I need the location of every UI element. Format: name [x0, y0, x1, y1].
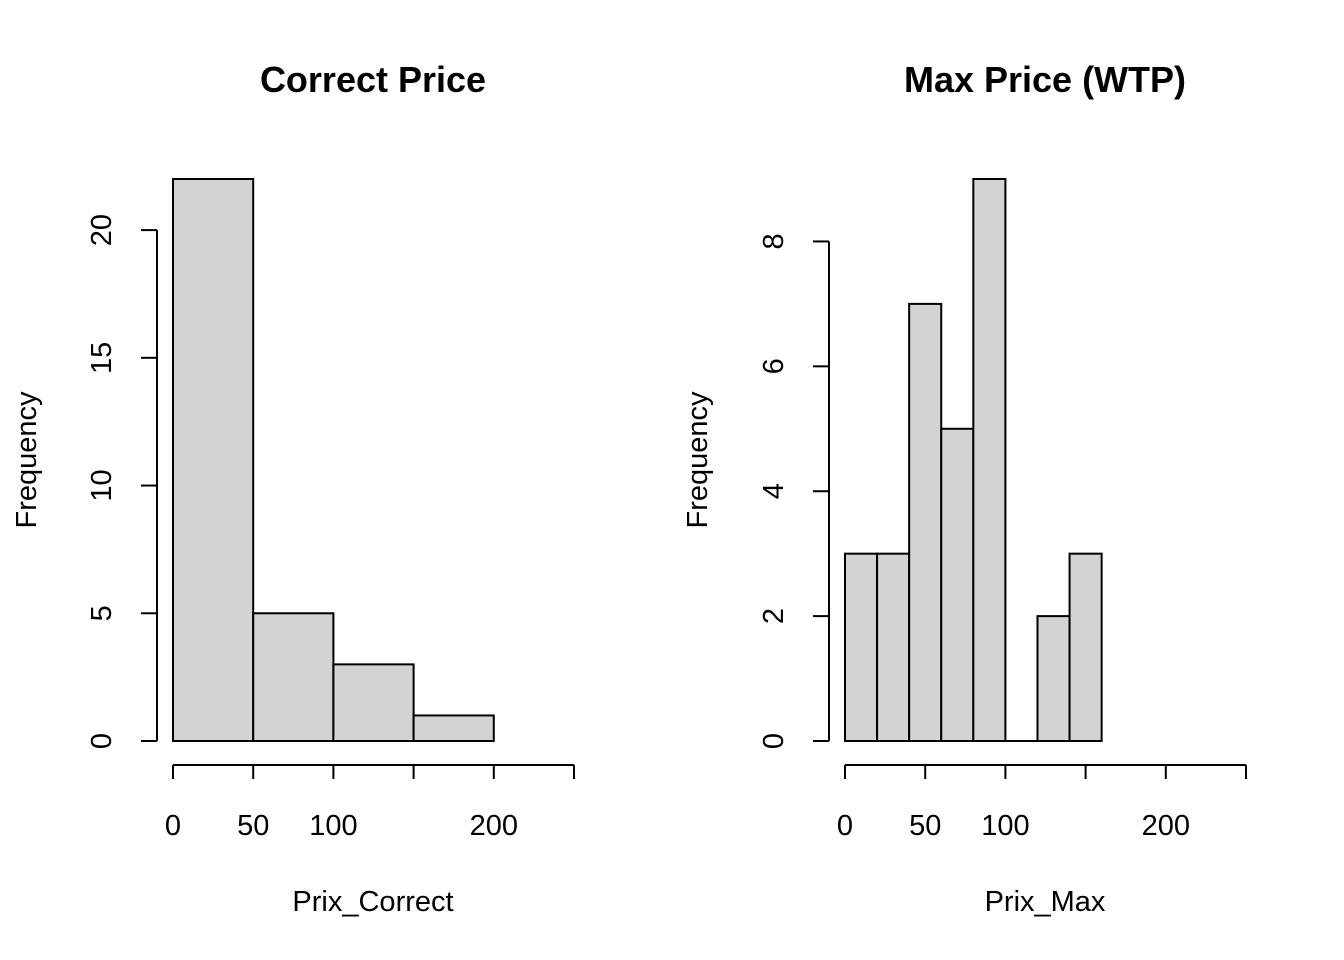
histogram-bar [908, 302, 943, 742]
max-price-histogram: Max Price (WTP) Prix_Max Frequency 0 50 10… [682, 59, 1247, 918]
y-tick-label: 0 [86, 733, 118, 749]
x-tick-label: 0 [165, 810, 181, 842]
x-axis-label: Prix_Correct [292, 886, 453, 918]
histogram-bar [252, 612, 335, 742]
histogram-bar [1068, 552, 1103, 743]
chart-title: Max Price (WTP) [904, 59, 1186, 100]
y-axis-label: Frequency [682, 391, 714, 529]
y-tick-label: 0 [758, 733, 790, 749]
x-axis: 0 50 100 200 [837, 764, 1247, 842]
y-tick-label: 15 [86, 342, 118, 374]
x-tick-label: 50 [909, 810, 941, 842]
x-tick-label: 200 [470, 810, 518, 842]
x-axis-label: Prix_Max [985, 886, 1106, 918]
bars-group [172, 178, 495, 743]
histogram-bar [876, 552, 911, 743]
x-tick-label: 100 [309, 810, 357, 842]
y-tick-label: 10 [86, 469, 118, 501]
chart-title: Correct Price [260, 59, 486, 100]
y-tick-label: 2 [758, 608, 790, 624]
y-axis: 0 5 10 15 20 [86, 214, 158, 749]
y-tick-label: 4 [758, 483, 790, 499]
y-tick-label: 20 [86, 214, 118, 246]
y-tick-label: 5 [86, 605, 118, 621]
bars-group [844, 178, 1103, 743]
histogram-bar [972, 178, 1007, 742]
histogram-bar [1036, 615, 1071, 742]
histogram-bar [412, 714, 495, 742]
histogram-bar [844, 552, 879, 743]
correct-price-histogram: Correct Price Prix_Correct Frequency 0 50… [11, 59, 575, 918]
x-tick-label: 100 [981, 810, 1029, 842]
y-tick-label: 8 [758, 233, 790, 249]
x-tick-label: 200 [1142, 810, 1190, 842]
y-axis: 0 2 4 6 8 [758, 233, 830, 749]
y-axis-label: Frequency [11, 391, 43, 529]
histogram-bar [940, 427, 975, 742]
x-axis: 0 50 100 200 [165, 764, 575, 842]
y-tick-label: 6 [758, 358, 790, 374]
x-tick-label: 50 [237, 810, 269, 842]
histogram-bar [172, 178, 255, 742]
x-tick-label: 0 [837, 810, 853, 842]
histogram-bar [332, 663, 415, 743]
